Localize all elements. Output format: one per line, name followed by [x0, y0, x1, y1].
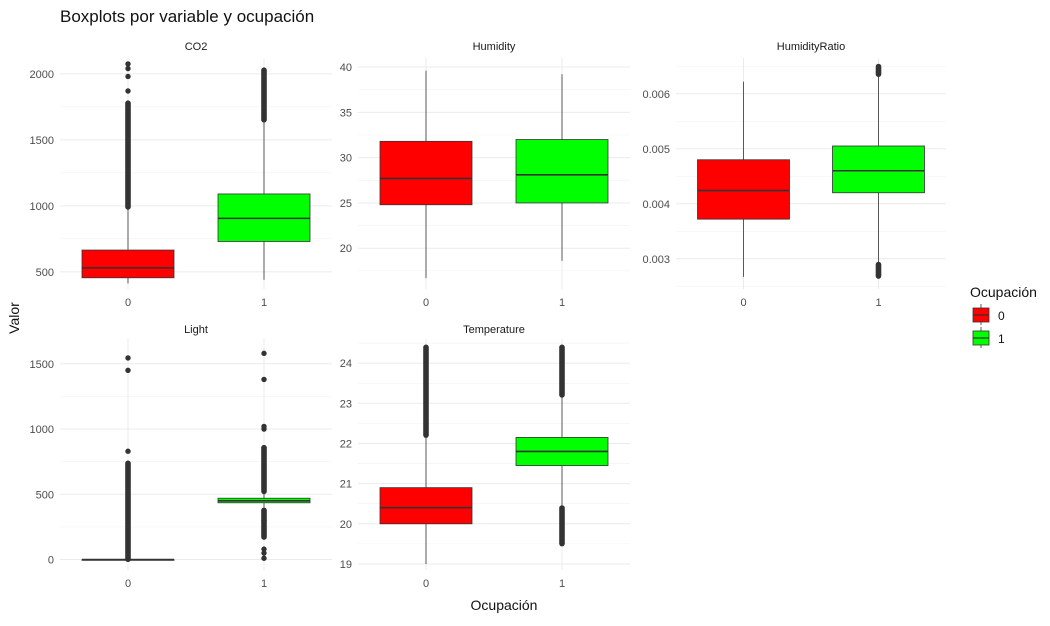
box-group-1 — [832, 63, 925, 279]
y-tick-label: 0 — [48, 555, 54, 567]
y-tick-label: 500 — [36, 489, 54, 501]
box-group-0 — [379, 344, 473, 564]
outlier-point — [125, 61, 131, 67]
panel-HumidityRatio: HumidityRatio 0.003 0.004 0.005 0.006 0 1 — [642, 41, 946, 309]
y-tick-label: 20 — [340, 519, 352, 531]
box — [379, 487, 473, 525]
outlier-point — [125, 88, 131, 94]
y-tick-label: 35 — [340, 107, 352, 119]
x-axis-title: Ocupación — [471, 597, 538, 613]
box-group-1 — [217, 350, 311, 561]
y-tick-label: 23 — [340, 398, 352, 410]
outlier-point — [261, 517, 267, 524]
box — [81, 249, 175, 279]
y-tick-label: 500 — [36, 267, 54, 279]
outlier-point — [261, 555, 267, 561]
x-tick-label: 0 — [423, 297, 429, 309]
y-tick-label: 1000 — [30, 424, 54, 436]
y-tick-label: 24 — [340, 358, 352, 370]
x-tick-label: 0 — [125, 297, 131, 309]
outlier-point — [261, 550, 267, 556]
legend-label: 0 — [998, 309, 1005, 323]
outlier-point — [261, 350, 267, 357]
outlier-band — [125, 460, 131, 563]
panel-Light: Light 0 500 1000 1500 0 1 — [30, 324, 332, 590]
box-group-0 — [81, 355, 175, 563]
outlier-band — [875, 63, 882, 77]
y-axis-title: Valor — [6, 302, 22, 334]
y-tick-label: 40 — [340, 62, 352, 74]
outlier-point — [125, 355, 131, 361]
legend-key-1: 1 — [972, 327, 1005, 348]
y-tick-label: 0.005 — [642, 144, 670, 156]
outlier-point — [125, 448, 131, 454]
facet-title: Humidity — [473, 41, 516, 53]
box — [379, 140, 473, 206]
y-tick-label: 1000 — [30, 201, 54, 213]
y-tick-label: 21 — [340, 479, 352, 491]
box-group-1 — [515, 74, 609, 261]
outlier-point — [125, 73, 131, 80]
outlier-point — [125, 65, 131, 72]
chart-title: Boxplots por variable y ocupación — [60, 7, 314, 26]
outlier-band — [875, 261, 882, 279]
outlier-band — [261, 67, 267, 123]
outlier-band — [261, 507, 267, 540]
y-tick-label: 0.006 — [642, 89, 670, 101]
legend-key-0: 0 — [972, 304, 1005, 325]
box — [832, 145, 925, 194]
outlier-band — [125, 100, 131, 210]
panel-Humidity: Humidity 20 25 30 35 40 0 1 — [340, 41, 630, 309]
y-tick-label: 1500 — [30, 359, 54, 371]
box — [515, 139, 609, 204]
x-tick-label: 0 — [423, 578, 429, 590]
legend: Ocupación 0 1 — [970, 284, 1037, 348]
outlier-point — [261, 546, 267, 552]
panel-CO2: CO2 500 1000 1500 2000 0 1 — [30, 41, 332, 309]
x-tick-label: 1 — [261, 578, 267, 590]
panel-Temperature: Temperature 19 20 21 22 23 24 0 1 — [340, 324, 630, 590]
x-tick-label: 1 — [261, 297, 267, 309]
y-tick-label: 2000 — [30, 69, 54, 81]
y-tick-label: 0.003 — [642, 254, 670, 266]
box-group-1 — [217, 67, 311, 280]
x-tick-label: 1 — [875, 297, 881, 309]
facet-title: Temperature — [463, 324, 525, 336]
x-tick-label: 1 — [559, 578, 565, 590]
x-tick-label: 0 — [125, 578, 131, 590]
legend-title: Ocupación — [970, 284, 1037, 300]
facet-title: HumidityRatio — [777, 41, 845, 53]
y-tick-label: 1500 — [30, 135, 54, 147]
y-tick-label: 19 — [340, 559, 352, 571]
outlier-point — [261, 376, 267, 383]
y-tick-label: 30 — [340, 153, 352, 165]
facet-title: Light — [184, 324, 208, 336]
box-group-0 — [697, 81, 790, 277]
y-tick-label: 0.004 — [642, 199, 670, 211]
x-tick-label: 0 — [740, 297, 746, 309]
box-group-0 — [379, 70, 473, 279]
outlier-point — [125, 367, 131, 374]
box-group-1 — [515, 344, 609, 547]
y-tick-label: 20 — [340, 243, 352, 255]
outlier-point — [261, 423, 267, 430]
outlier-band — [559, 505, 565, 547]
y-tick-label: 25 — [340, 198, 352, 210]
x-tick-label: 1 — [559, 297, 565, 309]
y-tick-label: 22 — [340, 438, 352, 450]
legend-label: 1 — [998, 332, 1005, 346]
outlier-band — [559, 344, 565, 398]
outlier-band — [261, 444, 267, 495]
outlier-band — [423, 344, 429, 438]
box — [697, 159, 790, 220]
box-group-0 — [81, 61, 175, 284]
facet-title: CO2 — [185, 41, 208, 53]
